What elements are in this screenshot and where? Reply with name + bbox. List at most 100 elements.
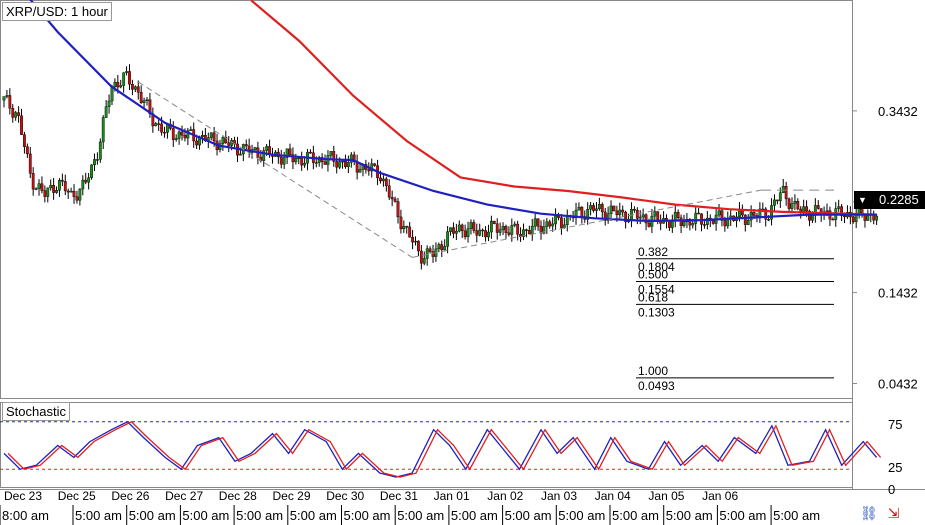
time-label: 5:00 am [290, 508, 337, 523]
candle-body [609, 205, 613, 215]
price-tick-label: 0.1432 [878, 286, 918, 301]
candle-body [446, 231, 450, 247]
candle-body [5, 95, 9, 97]
candle-body [265, 146, 269, 151]
candle-body [705, 217, 709, 225]
candle-body [224, 137, 228, 143]
candle-body [8, 95, 12, 109]
candle-body [775, 199, 779, 202]
candle-body [743, 214, 747, 225]
candle-body [291, 154, 295, 163]
candle-body [25, 146, 29, 155]
stochastic-label: Stochastic [2, 402, 70, 421]
candle-body [536, 218, 540, 227]
candle-body [711, 220, 715, 224]
candle-body [443, 246, 447, 251]
candle-body [574, 209, 578, 219]
candle-body [72, 190, 76, 197]
date-label: Dec 28 [219, 489, 257, 503]
candle-body [641, 214, 645, 218]
candle-body [781, 186, 785, 193]
candle-body [20, 115, 23, 135]
candle-body [694, 212, 698, 224]
link-icon[interactable]: ⛓ [860, 505, 878, 521]
candle-body [472, 222, 476, 231]
candle-body [396, 201, 400, 218]
candle-body [417, 240, 420, 252]
candle-body [402, 226, 406, 230]
candle-body [676, 211, 680, 219]
candle-body [411, 236, 414, 243]
candle-body [767, 218, 771, 221]
candle-body [449, 227, 452, 232]
candle-body [603, 211, 607, 221]
fib-price-label: 0.1804 [638, 260, 675, 274]
candle-body [49, 184, 53, 189]
date-label: Jan 05 [648, 489, 684, 503]
stoch-tick-label: 25 [888, 460, 902, 475]
candle-body [344, 160, 347, 167]
candle-body [498, 229, 502, 233]
candle-body [419, 250, 423, 264]
fib-ratio-label: 0.618 [638, 290, 668, 304]
candle-body [478, 229, 482, 236]
price-tick-label: 0.0432 [878, 376, 918, 391]
candle-body [542, 226, 546, 234]
candle-body [682, 221, 686, 226]
candle-body [390, 197, 394, 200]
date-label: Dec 23 [4, 489, 42, 503]
candle-body [122, 72, 126, 86]
candle-body [720, 210, 724, 221]
date-label: Dec 29 [273, 489, 311, 503]
candle-body [612, 205, 616, 212]
candle-body [60, 179, 64, 182]
candle-body [373, 163, 377, 166]
candle-body [69, 190, 73, 193]
candle-body [717, 210, 721, 216]
candle-body [387, 185, 391, 198]
candle-body [466, 228, 470, 238]
time-label: 5:00 am [75, 508, 122, 523]
candle-body [793, 200, 797, 204]
candle-body [746, 219, 750, 225]
candle-body [358, 169, 362, 173]
candle-body [551, 223, 555, 227]
candle-body [221, 137, 225, 144]
candle-body [668, 221, 671, 228]
time-label: 5:00 am [236, 508, 283, 523]
candle-body [166, 124, 169, 133]
candle-body [154, 123, 158, 127]
candle-body [688, 218, 692, 226]
candle-body [437, 244, 441, 250]
candle-body [773, 199, 776, 206]
fib-ratio-label: 0.382 [638, 245, 668, 259]
candle-body [463, 230, 467, 238]
date-label: Jan 03 [541, 489, 577, 503]
stoch-tick-label: 0 [888, 482, 895, 497]
candle-body [227, 142, 231, 146]
candle-body [487, 231, 490, 238]
candle-body [282, 157, 286, 165]
candle-body [244, 144, 248, 147]
candle-body [367, 169, 371, 172]
candle-body [55, 190, 58, 193]
candle-body [469, 222, 473, 229]
candle-body [816, 205, 820, 209]
candle-body [163, 132, 166, 134]
candle-body [644, 214, 648, 224]
candle-body [697, 212, 700, 215]
last-price-tag: ▼ 0.2285 [854, 191, 925, 209]
date-label: Jan 06 [702, 489, 738, 503]
candle-body [527, 230, 531, 235]
candle-body [84, 179, 88, 183]
candle-body [341, 160, 344, 163]
candle-body [133, 86, 137, 90]
candle-body [492, 220, 496, 224]
candle-body [784, 186, 788, 200]
price-marker-icon: ▼ [858, 195, 867, 205]
pin-icon[interactable]: ⇲ [887, 505, 900, 521]
candle-body [796, 200, 800, 210]
candle-body [201, 135, 204, 138]
candle-body [843, 215, 846, 218]
candle-body [562, 224, 566, 228]
